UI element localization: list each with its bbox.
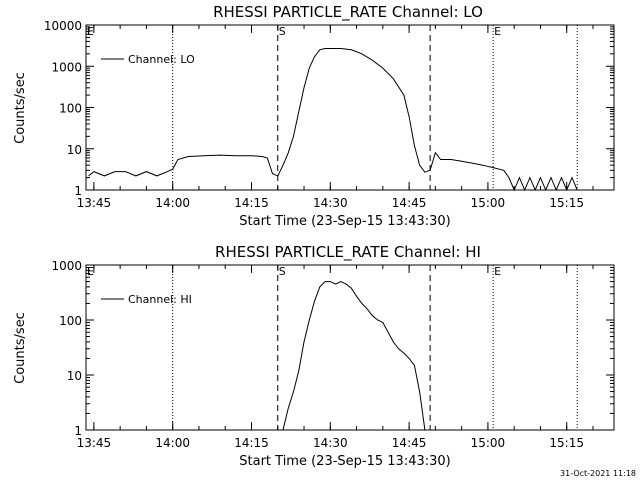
lo-marker-label: E <box>87 25 94 38</box>
hi-x-tick-label: 14:00 <box>155 436 190 450</box>
lo-x-tick-label: 14:00 <box>155 196 190 210</box>
hi-legend-label: Channel: HI <box>128 293 192 306</box>
hi-y-tick-label: 100 <box>59 314 82 328</box>
lo-x-tick-label: 15:15 <box>549 196 584 210</box>
lo-marker-label: E <box>494 25 501 38</box>
hi-x-tick-label: 15:15 <box>549 436 584 450</box>
lo-axis-ticks: 13:45 14:00 14:15 14:30 14:45 15:00 15:15 1 10 10… <box>44 19 614 210</box>
lo-y-tick-label: 1000 <box>51 60 82 74</box>
hi-x-tick-label: 14:30 <box>313 436 348 450</box>
hi-legend: Channel: HI <box>101 293 192 306</box>
hi-plot-frame <box>85 264 615 431</box>
lo-y-tick-label: 1 <box>74 184 82 198</box>
hi-y-tick-label: 1 <box>74 424 82 438</box>
hi-y-axis-label: Counts/sec <box>13 312 28 384</box>
lo-markers: S EE <box>87 25 578 190</box>
hi-x-tick-label: 14:45 <box>392 436 427 450</box>
hi-marker-label: S <box>279 265 286 278</box>
hi-x-axis-label: Start Time (23-Sep-15 13:43:30) <box>239 454 450 469</box>
lo-chart-title: RHESSI PARTICLE_RATE Channel: LO <box>213 3 483 22</box>
lo-y-tick-label: 10 <box>67 143 82 157</box>
hi-chart-title: RHESSI PARTICLE_RATE Channel: HI <box>215 243 481 262</box>
hi-x-tick-label: 13:45 <box>77 436 112 450</box>
lo-legend-label: Channel: LO <box>128 53 195 66</box>
lo-marker-label: S <box>279 25 286 38</box>
lo-legend: Channel: LO <box>101 53 195 66</box>
lo-x-tick-label: 14:45 <box>392 196 427 210</box>
lo-x-tick-label: 14:15 <box>234 196 269 210</box>
lo-series-line <box>88 48 578 192</box>
hi-marker-label: E <box>494 265 501 278</box>
lo-x-tick-label: 13:45 <box>77 196 112 210</box>
lo-channel-panel: RHESSI PARTICLE_RATE Channel: LO S E E 13:… <box>13 3 615 229</box>
hi-y-tick-label: 10 <box>67 369 82 383</box>
hi-marker-label: E <box>87 265 94 278</box>
footer-timestamp: 31-Oct-2021 11:18 <box>560 469 636 478</box>
hi-markers: S EE <box>87 265 578 430</box>
lo-x-tick-label: 14:30 <box>313 196 348 210</box>
lo-y-tick-label: 10000 <box>44 19 82 33</box>
lo-x-axis-label: Start Time (23-Sep-15 13:43:30) <box>239 214 450 229</box>
hi-x-tick-label: 14:15 <box>234 436 269 450</box>
lo-y-tick-label: 100 <box>59 102 82 116</box>
hi-channel-panel: RHESSI PARTICLE_RATE Channel: HI S E E 13:… <box>13 243 615 469</box>
lo-x-tick-label: 15:00 <box>471 196 506 210</box>
hi-y-tick-label: 1000 <box>51 259 82 273</box>
hi-x-tick-label: 15:00 <box>471 436 506 450</box>
lo-y-axis-label: Counts/sec <box>13 72 28 144</box>
hi-axis-ticks: 13:45 14:00 14:15 14:30 14:45 15:00 15:15 1 10 10… <box>51 259 614 450</box>
hi-series-line <box>282 281 426 431</box>
